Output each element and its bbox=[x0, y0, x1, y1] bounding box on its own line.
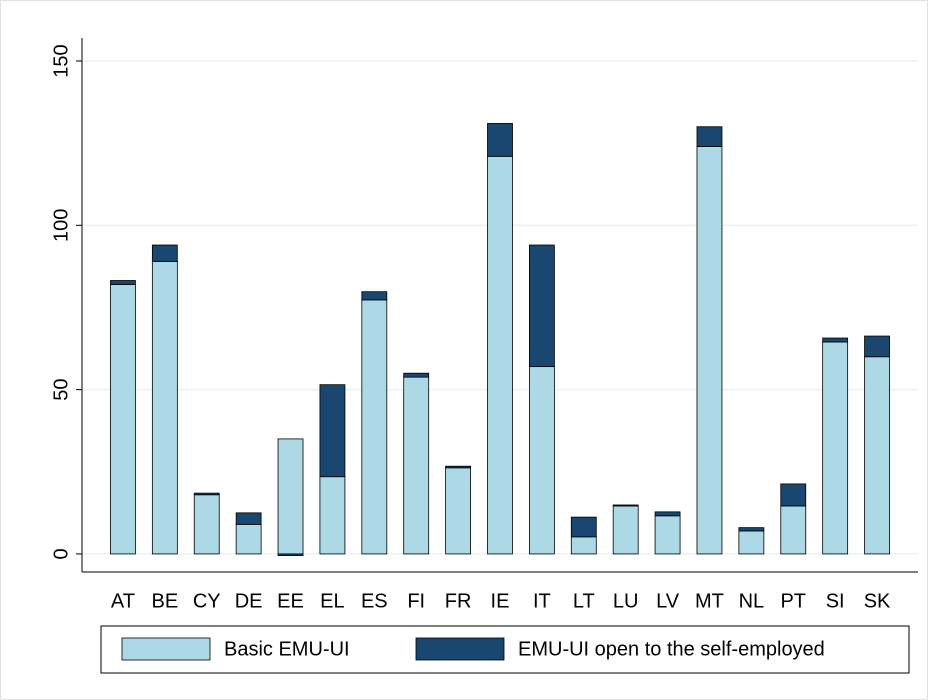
y-tick-label: 0 bbox=[50, 548, 72, 559]
legend-swatch bbox=[415, 637, 505, 661]
bar-segment bbox=[570, 536, 597, 555]
bar-segment bbox=[696, 146, 723, 555]
bar-segment bbox=[110, 280, 136, 285]
x-tick-label: EL bbox=[320, 590, 344, 612]
x-tick-label: IE bbox=[491, 590, 510, 612]
bar-segment bbox=[612, 505, 639, 555]
bar-segment bbox=[277, 553, 304, 556]
x-tick-label: LV bbox=[656, 590, 680, 612]
bar-segment bbox=[487, 123, 513, 157]
y-tick-label: 150 bbox=[50, 44, 72, 77]
x-tick-label: EE bbox=[277, 590, 304, 612]
bar-segment bbox=[151, 244, 178, 262]
legend-swatch bbox=[121, 637, 211, 661]
bar-segment bbox=[528, 366, 555, 555]
bar-segment bbox=[780, 505, 807, 555]
legend-label: EMU-UI open to the self-employed bbox=[518, 638, 825, 660]
bar-segment bbox=[487, 155, 513, 555]
bar-segment bbox=[445, 465, 472, 469]
y-tick-label: 100 bbox=[50, 209, 72, 242]
bar-segment bbox=[235, 523, 262, 555]
x-tick-label: FI bbox=[407, 590, 425, 612]
bar-segment bbox=[277, 438, 304, 555]
x-tick-label: LT bbox=[573, 590, 595, 612]
bar-segment bbox=[528, 244, 555, 368]
bar-segment bbox=[612, 504, 639, 507]
bar-segment bbox=[864, 335, 890, 358]
bar-segment bbox=[780, 483, 807, 507]
x-tick-label: LU bbox=[613, 590, 639, 612]
x-tick-label: FR bbox=[445, 590, 472, 612]
bar-segment bbox=[319, 384, 346, 478]
x-tick-label: NL bbox=[739, 590, 765, 612]
bar-segment bbox=[570, 516, 597, 538]
bar-segment bbox=[738, 527, 765, 532]
bar-segment bbox=[193, 494, 220, 555]
legend-label: Basic EMU-UI bbox=[224, 638, 350, 660]
x-tick-label: CY bbox=[193, 590, 221, 612]
x-tick-label: ES bbox=[361, 590, 388, 612]
x-tick-label: SI bbox=[826, 590, 845, 612]
bar-segment bbox=[151, 261, 178, 555]
bar-segment bbox=[361, 291, 388, 301]
x-tick-label: DE bbox=[235, 590, 263, 612]
bar-segment bbox=[654, 515, 681, 555]
bar-segment bbox=[403, 372, 430, 378]
bar-segment bbox=[319, 476, 346, 555]
bar-segment bbox=[654, 511, 681, 517]
bar-segment bbox=[864, 356, 890, 555]
bar-segment bbox=[193, 492, 220, 496]
bar-segment bbox=[361, 299, 388, 555]
bar-segment bbox=[110, 284, 136, 555]
bar-segment bbox=[822, 337, 849, 343]
y-tick-label: 50 bbox=[50, 378, 72, 400]
bar-segment bbox=[738, 530, 765, 555]
x-tick-label: SK bbox=[864, 590, 891, 612]
x-tick-label: MT bbox=[695, 590, 724, 612]
bar-segment bbox=[696, 126, 723, 147]
bar-segment bbox=[445, 467, 472, 555]
x-tick-label: AT bbox=[111, 590, 135, 612]
x-tick-label: PT bbox=[780, 590, 806, 612]
bar-segment bbox=[403, 376, 430, 555]
x-tick-label: BE bbox=[151, 590, 178, 612]
bar-segment bbox=[235, 512, 262, 525]
x-tick-label: IT bbox=[533, 590, 551, 612]
legend-box bbox=[100, 625, 910, 674]
bar-segment bbox=[822, 341, 849, 555]
